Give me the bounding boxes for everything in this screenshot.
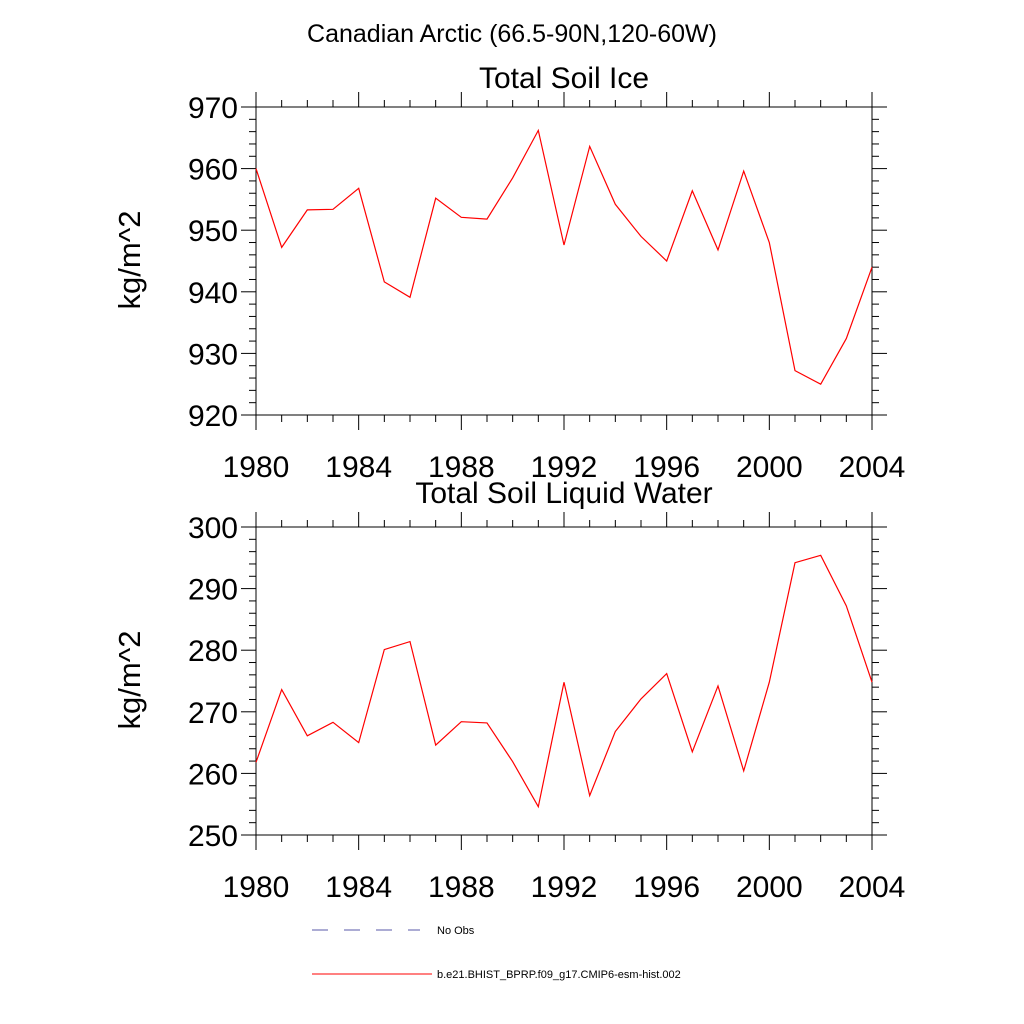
- figure-title: Canadian Arctic (66.5-90N,120-60W): [307, 20, 717, 48]
- x-tick-label: 2000: [736, 451, 803, 484]
- legend-label-model: b.e21.BHIST_BPRP.f09_g17.CMIP6-esm-hist.…: [437, 969, 681, 981]
- x-tick-label: 1996: [633, 451, 700, 484]
- x-tick-label: 1980: [223, 871, 290, 904]
- y-tick-label: 270: [188, 697, 238, 730]
- y-tick-label: 960: [188, 154, 238, 187]
- chart-total-soil-ice: Total Soil Ice kg/m^2 1980 1984 1988 1992 19…: [112, 62, 905, 484]
- y-tick-label: 940: [188, 277, 238, 310]
- y-tick-label: 290: [188, 574, 238, 607]
- x-tick-label: 2004: [839, 451, 906, 484]
- x-tick-label: 1988: [428, 451, 495, 484]
- series-line: [255, 128, 873, 386]
- y-tick-label: 250: [188, 820, 238, 853]
- plot-frame: [255, 526, 873, 836]
- plot-frame: [255, 106, 873, 416]
- y-tick-label: 970: [188, 92, 238, 125]
- x-tick-label: 1992: [531, 451, 598, 484]
- chart-title: Total Soil Liquid Water: [415, 477, 712, 510]
- chart-total-soil-liquid-water: Total Soil Liquid Water kg/m^2 1980 1984 1…: [112, 477, 905, 904]
- y-tick-label: 260: [188, 758, 238, 791]
- legend: No Obs b.e21.BHIST_BPRP.f09_g17.CMIP6-es…: [312, 925, 681, 981]
- x-tick-label: 1980: [223, 451, 290, 484]
- y-axis-label: kg/m^2: [112, 631, 147, 730]
- x-tick-label: 1988: [428, 871, 495, 904]
- y-tick-label: 920: [188, 400, 238, 433]
- x-tick-label: 2000: [736, 871, 803, 904]
- y-tick-label: 300: [188, 512, 238, 545]
- series-line: [255, 554, 873, 809]
- x-tick-label: 1984: [325, 871, 392, 904]
- legend-label-no-obs: No Obs: [437, 925, 475, 937]
- x-tick-label: 1984: [325, 451, 392, 484]
- y-tick-label: 950: [188, 215, 238, 248]
- y-axis-label: kg/m^2: [112, 211, 147, 310]
- x-tick-label: 1996: [633, 871, 700, 904]
- x-tick-label: 2004: [839, 871, 906, 904]
- chart-title: Total Soil Ice: [479, 62, 649, 95]
- y-tick-label: 930: [188, 338, 238, 371]
- y-tick-label: 280: [188, 635, 238, 668]
- x-tick-label: 1992: [531, 871, 598, 904]
